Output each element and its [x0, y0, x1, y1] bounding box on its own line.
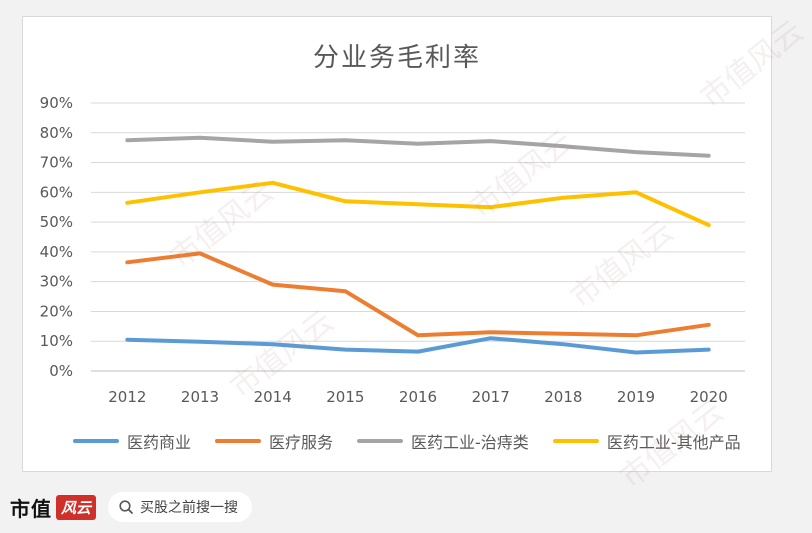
x-tick-label: 2018	[544, 388, 582, 406]
x-axis-ticks: 2012 2013 2014 2015 2016 2017 2018 2019 2020	[108, 388, 728, 406]
y-tick-label: 30%	[40, 273, 73, 291]
legend-label: 医药工业-治痔类	[411, 433, 529, 452]
legend-item: 医疗服务	[215, 429, 333, 453]
legend-swatch	[73, 439, 119, 443]
legend-label: 医疗服务	[269, 433, 334, 452]
series-line-1	[125, 251, 711, 338]
y-tick-label: 40%	[40, 243, 73, 261]
search-button[interactable]: 买股之前搜一搜	[108, 492, 253, 522]
chart-title: 分业务毛利率	[312, 43, 481, 73]
brand-logo[interactable]: 市值 风云	[10, 493, 97, 522]
brand-name: 市值	[10, 496, 52, 521]
y-tick-label: 80%	[40, 124, 73, 142]
series-lines	[125, 135, 711, 355]
x-tick-label: 2014	[254, 388, 292, 406]
legend-label: 医药工业-其他产品	[606, 433, 741, 452]
series-line-3	[125, 180, 711, 228]
line-chart: 0%10%20%30%40%50%60%70%80%90% 2012 2013 20…	[40, 94, 745, 406]
y-tick-label: 20%	[40, 302, 73, 320]
y-tick-label: 50%	[40, 213, 73, 231]
legend-swatch	[215, 439, 262, 443]
y-tick-label: 60%	[40, 183, 73, 201]
search-label: 买股之前搜一搜	[140, 500, 239, 516]
y-tick-label: 10%	[40, 332, 73, 350]
legend-label: 医药商业	[127, 433, 192, 452]
brand-badge: 风云	[56, 494, 97, 520]
legend-item: 医药商业	[73, 429, 191, 453]
series-line-0	[125, 336, 711, 355]
search-icon	[119, 500, 133, 514]
legend-swatch	[357, 439, 404, 443]
x-tick-label: 2012	[108, 388, 146, 406]
x-tick-label: 2020	[690, 388, 728, 406]
footer-bar: 市值 风云 买股之前搜一搜	[0, 488, 812, 526]
x-tick-label: 2016	[399, 388, 437, 406]
y-tick-label: 0%	[49, 362, 73, 380]
series-line-2	[125, 135, 711, 158]
y-tick-label: 90%	[40, 94, 73, 112]
legend-item: 医药工业-其他产品	[552, 429, 741, 453]
legend-item: 医药工业-治痔类	[357, 429, 529, 453]
x-tick-label: 2017	[472, 388, 510, 406]
y-axis-ticks: 0% 10% 20% 30% 40% 50% 60% 70% 80% 90%	[40, 94, 73, 380]
chart-card: 分业务毛利率 0% 10% 20% 30% 40% 50% 60% 70% 80% 90% 201…	[22, 16, 772, 472]
y-tick-label: 70%	[40, 154, 73, 172]
x-tick-label: 2013	[181, 388, 219, 406]
legend-swatch	[552, 439, 599, 443]
x-tick-label: 2015	[326, 388, 364, 406]
legend: 医药商业 医疗服务 医药工业-治痔类 医药工业-其他产品	[73, 429, 741, 453]
x-tick-label: 2019	[617, 388, 655, 406]
